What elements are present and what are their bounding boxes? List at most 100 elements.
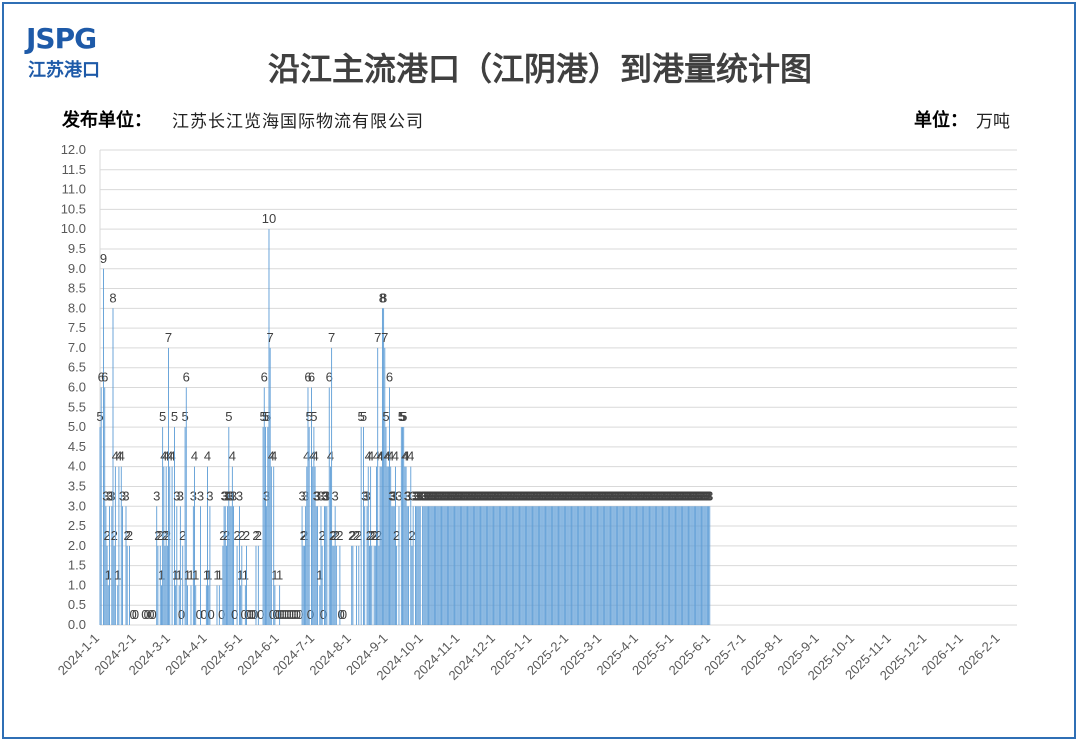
bar — [527, 506, 529, 625]
bar — [163, 466, 165, 625]
data-label: 3 — [456, 488, 463, 503]
bar — [385, 427, 387, 625]
bar — [627, 506, 629, 625]
data-label: 3 — [518, 488, 525, 503]
data-label: 3 — [516, 488, 523, 503]
bar — [100, 387, 102, 625]
bar — [495, 506, 497, 625]
data-label: 5 — [306, 409, 313, 424]
bar — [651, 506, 653, 625]
data-label: 6 — [183, 370, 190, 385]
data-label: 3 — [647, 488, 654, 503]
bar — [548, 506, 550, 625]
y-tick-label: 8.0 — [68, 300, 86, 315]
bar — [621, 506, 623, 625]
bar — [415, 506, 416, 625]
data-label: 3 — [486, 488, 493, 503]
bar — [398, 506, 400, 625]
data-label: 3 — [413, 488, 420, 503]
bar — [368, 545, 370, 625]
data-label: 2 — [349, 528, 356, 543]
bar — [662, 506, 663, 625]
data-label: 3 — [521, 488, 528, 503]
data-label: 3 — [451, 488, 458, 503]
bar — [500, 506, 502, 625]
data-label: 3 — [479, 488, 486, 503]
data-label: 4 — [402, 449, 409, 464]
data-label: 2 — [300, 528, 307, 543]
bar — [355, 545, 357, 625]
data-label: 3 — [583, 488, 590, 503]
data-label: 3 — [483, 488, 490, 503]
bar — [179, 506, 181, 625]
bar — [666, 506, 668, 625]
data-label: 3 — [504, 488, 511, 503]
bar — [238, 506, 240, 625]
bar — [192, 506, 194, 625]
bar — [563, 506, 565, 625]
bar — [390, 466, 392, 625]
data-label: 3 — [454, 488, 461, 503]
bar — [649, 506, 650, 625]
bar — [535, 506, 537, 625]
bar — [610, 506, 611, 625]
bar — [162, 427, 164, 625]
bar — [403, 427, 405, 625]
bar — [384, 347, 386, 625]
y-tick-label: 0.0 — [68, 617, 86, 632]
data-label: 3 — [443, 488, 450, 503]
bar — [618, 506, 620, 625]
bar — [647, 506, 649, 625]
data-label: 3 — [570, 488, 577, 503]
data-label: 3 — [636, 488, 643, 503]
data-label: 3 — [432, 488, 439, 503]
data-label: 3 — [699, 488, 706, 503]
data-label: 3 — [501, 488, 508, 503]
data-label: 3 — [313, 488, 320, 503]
data-label: 0 — [257, 607, 264, 622]
bar — [406, 506, 408, 625]
data-label: 1 — [192, 567, 199, 582]
bar — [701, 506, 702, 625]
data-label: 3 — [687, 488, 694, 503]
bar — [653, 506, 655, 625]
data-label: 3 — [620, 488, 627, 503]
data-label: 3 — [476, 488, 483, 503]
data-label: 3 — [603, 488, 610, 503]
bar — [511, 506, 513, 625]
data-label: 0 — [294, 607, 301, 622]
data-label: 3 — [417, 488, 424, 503]
bar — [483, 506, 485, 625]
bar — [461, 506, 463, 625]
bar — [329, 466, 331, 625]
data-label: 3 — [482, 488, 489, 503]
bar — [396, 545, 398, 625]
data-label: 3 — [515, 488, 522, 503]
data-label: 3 — [544, 488, 551, 503]
data-label: 3 — [514, 488, 521, 503]
bar — [195, 585, 197, 625]
data-label: 3 — [222, 488, 229, 503]
bar — [601, 506, 603, 625]
bar — [452, 506, 454, 625]
data-label: 6 — [101, 370, 108, 385]
bar — [430, 506, 432, 625]
data-label: 3 — [625, 488, 632, 503]
data-label: 3 — [463, 488, 470, 503]
bar — [244, 585, 246, 625]
bar — [464, 506, 466, 625]
bar — [532, 506, 533, 625]
data-label: 3 — [626, 488, 633, 503]
data-label: 5 — [400, 409, 407, 424]
bar — [227, 506, 229, 625]
bar — [386, 466, 388, 625]
data-label: 3 — [571, 488, 578, 503]
data-label: 2 — [157, 528, 164, 543]
bar — [550, 506, 552, 625]
bar — [600, 506, 602, 625]
bar — [187, 585, 188, 625]
bar — [566, 506, 568, 625]
data-label: 3 — [662, 488, 669, 503]
bar — [471, 506, 473, 625]
bar — [182, 545, 184, 625]
